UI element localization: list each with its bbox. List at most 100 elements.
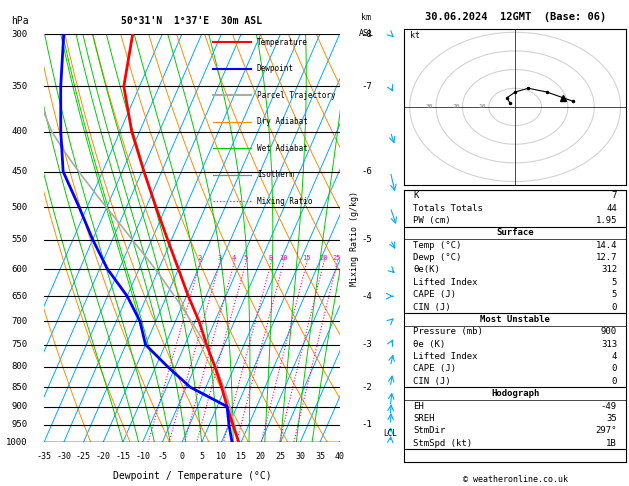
Text: K: K <box>413 191 419 200</box>
Text: 30: 30 <box>295 452 305 462</box>
Text: 450: 450 <box>12 167 28 176</box>
Text: Dewpoint / Temperature (°C): Dewpoint / Temperature (°C) <box>113 471 271 481</box>
Text: 20: 20 <box>452 104 460 109</box>
Text: 3: 3 <box>218 255 222 261</box>
Text: Temperature: Temperature <box>257 38 308 47</box>
Text: Dewp (°C): Dewp (°C) <box>413 253 462 262</box>
Text: 1B: 1B <box>606 439 617 448</box>
Text: LCL: LCL <box>383 429 398 438</box>
Text: -4: -4 <box>361 292 372 301</box>
Text: Hodograph: Hodograph <box>491 389 539 398</box>
Text: θe (K): θe (K) <box>413 340 445 348</box>
Text: 0: 0 <box>611 364 617 373</box>
Text: -6: -6 <box>361 167 372 176</box>
Text: 900: 900 <box>12 402 28 411</box>
Text: SREH: SREH <box>413 414 435 423</box>
Text: CIN (J): CIN (J) <box>413 303 451 312</box>
Text: 7: 7 <box>611 191 617 200</box>
Text: ASL: ASL <box>359 29 374 38</box>
Text: 300: 300 <box>12 30 28 38</box>
Text: 650: 650 <box>12 292 28 301</box>
Text: -30: -30 <box>56 452 71 462</box>
Text: 10: 10 <box>216 452 226 462</box>
Text: 850: 850 <box>12 382 28 392</box>
Text: -7: -7 <box>361 82 372 91</box>
Text: 0: 0 <box>179 452 184 462</box>
Text: 35: 35 <box>606 414 617 423</box>
Text: Mixing Ratio: Mixing Ratio <box>257 197 313 206</box>
Text: 14.4: 14.4 <box>596 241 617 250</box>
Text: 5: 5 <box>243 255 248 261</box>
Text: 15: 15 <box>236 452 246 462</box>
Text: 550: 550 <box>12 235 28 244</box>
Text: 4: 4 <box>232 255 237 261</box>
Text: -49: -49 <box>601 401 617 411</box>
Text: 25: 25 <box>333 255 342 261</box>
Text: Temp (°C): Temp (°C) <box>413 241 462 250</box>
Text: 30: 30 <box>426 104 433 109</box>
Text: 10: 10 <box>479 104 486 109</box>
Text: 350: 350 <box>12 82 28 91</box>
Text: 12.7: 12.7 <box>596 253 617 262</box>
Text: 0: 0 <box>611 303 617 312</box>
Text: Most Unstable: Most Unstable <box>480 315 550 324</box>
Text: -3: -3 <box>361 340 372 349</box>
Text: Parcel Trajectory: Parcel Trajectory <box>257 91 335 100</box>
Text: 297°: 297° <box>596 426 617 435</box>
Text: hPa: hPa <box>11 16 29 26</box>
Text: 5: 5 <box>199 452 204 462</box>
Text: Pressure (mb): Pressure (mb) <box>413 327 483 336</box>
Text: 30.06.2024  12GMT  (Base: 06): 30.06.2024 12GMT (Base: 06) <box>425 12 606 22</box>
Text: km: km <box>362 13 371 22</box>
Text: Lifted Index: Lifted Index <box>413 278 478 287</box>
Text: Lifted Index: Lifted Index <box>413 352 478 361</box>
Text: 400: 400 <box>12 127 28 136</box>
Text: -1: -1 <box>361 420 372 429</box>
Text: StmSpd (kt): StmSpd (kt) <box>413 439 472 448</box>
Text: CAPE (J): CAPE (J) <box>413 290 456 299</box>
Text: PW (cm): PW (cm) <box>413 216 451 225</box>
Text: -15: -15 <box>115 452 130 462</box>
Text: 700: 700 <box>12 317 28 326</box>
Text: 600: 600 <box>12 264 28 274</box>
Text: Surface: Surface <box>496 228 534 237</box>
Text: B: B <box>269 255 273 261</box>
Text: © weatheronline.co.uk: © weatheronline.co.uk <box>463 474 567 484</box>
Text: EH: EH <box>413 401 424 411</box>
Text: kt: kt <box>409 32 420 40</box>
Text: CAPE (J): CAPE (J) <box>413 364 456 373</box>
Text: 20: 20 <box>320 255 328 261</box>
Text: -2: -2 <box>361 382 372 392</box>
Text: Dewpoint: Dewpoint <box>257 64 294 73</box>
Text: 10: 10 <box>279 255 287 261</box>
Text: 15: 15 <box>303 255 311 261</box>
Text: -5: -5 <box>361 235 372 244</box>
Text: 900: 900 <box>601 327 617 336</box>
Text: Dry Adiabat: Dry Adiabat <box>257 117 308 126</box>
Text: -8: -8 <box>361 30 372 38</box>
Text: 312: 312 <box>601 265 617 275</box>
Text: 500: 500 <box>12 203 28 212</box>
Text: 313: 313 <box>601 340 617 348</box>
Text: 800: 800 <box>12 362 28 371</box>
Text: 35: 35 <box>315 452 325 462</box>
Text: 5: 5 <box>611 278 617 287</box>
Text: 1.95: 1.95 <box>596 216 617 225</box>
Text: Wet Adiabat: Wet Adiabat <box>257 144 308 153</box>
Text: 40: 40 <box>335 452 345 462</box>
Text: 5: 5 <box>611 290 617 299</box>
Text: Mixing Ratio (g/kg): Mixing Ratio (g/kg) <box>350 191 359 286</box>
Text: θe(K): θe(K) <box>413 265 440 275</box>
Text: -5: -5 <box>157 452 167 462</box>
Text: 750: 750 <box>12 340 28 349</box>
Text: CIN (J): CIN (J) <box>413 377 451 386</box>
Text: 0: 0 <box>611 377 617 386</box>
Text: 950: 950 <box>12 420 28 429</box>
Text: Isotherm: Isotherm <box>257 171 294 179</box>
Text: -20: -20 <box>96 452 111 462</box>
Text: 1000: 1000 <box>6 438 28 447</box>
Text: -35: -35 <box>36 452 52 462</box>
Text: 44: 44 <box>606 204 617 212</box>
Text: 4: 4 <box>611 352 617 361</box>
Text: -25: -25 <box>76 452 91 462</box>
